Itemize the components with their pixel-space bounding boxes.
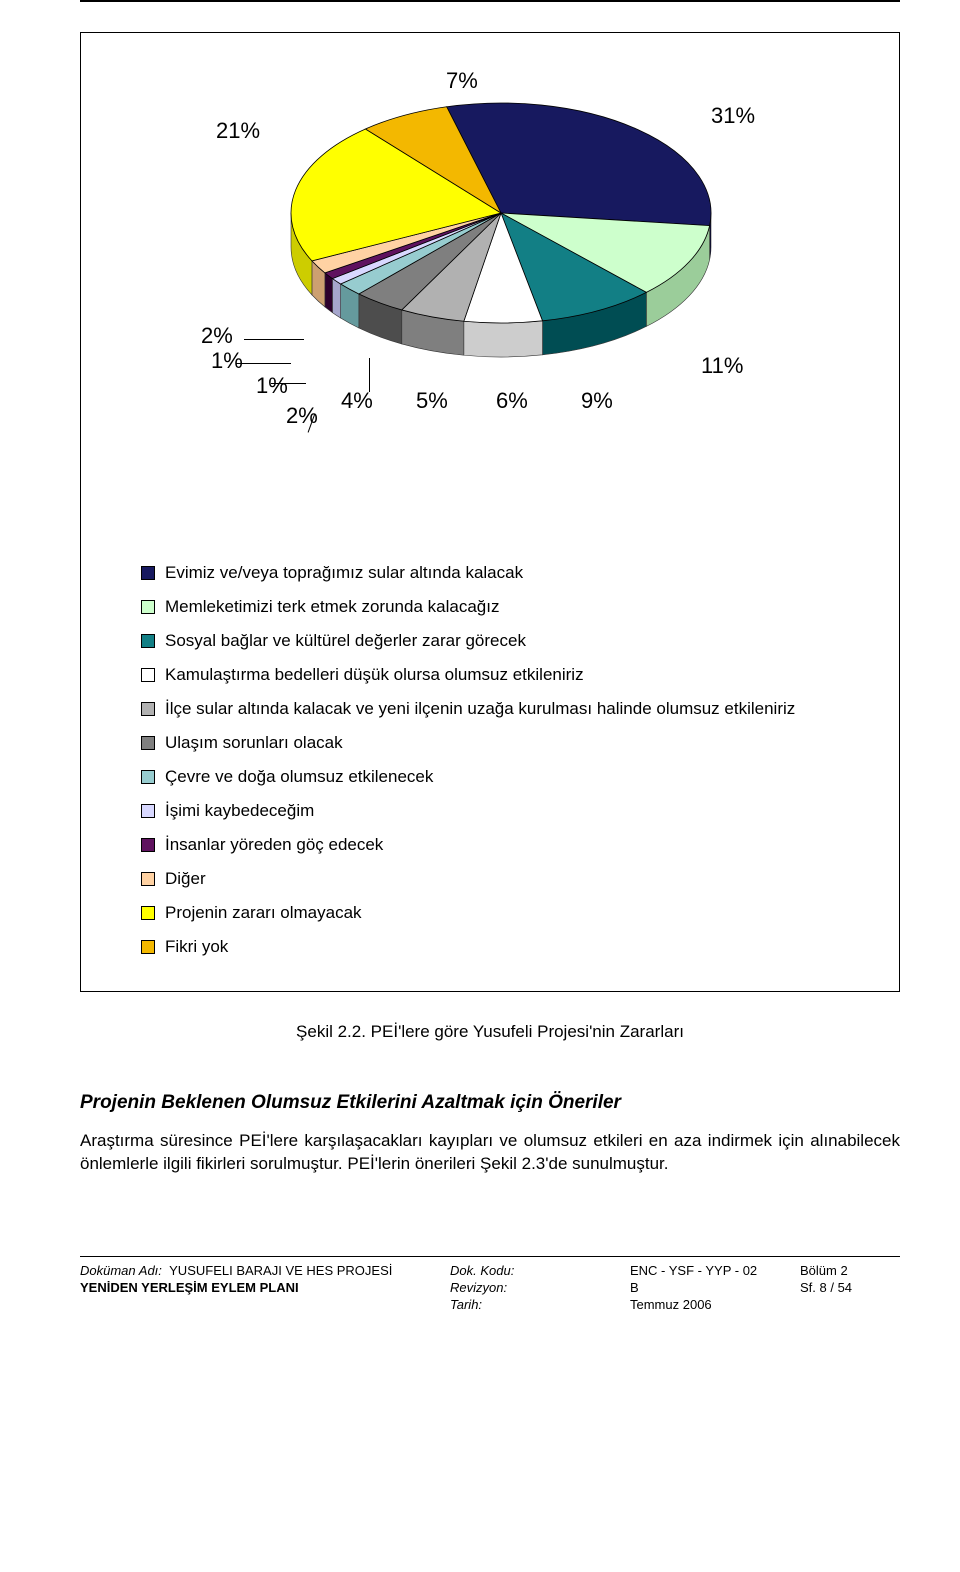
figure-caption: Şekil 2.2. PEİ'lere göre Yusufeli Projes… — [80, 1022, 900, 1042]
legend-label: Sosyal bağlar ve kültürel değerler zarar… — [165, 631, 526, 651]
legend-label: Evimiz ve/veya toprağımız sular altında … — [165, 563, 523, 583]
legend-item: Evimiz ve/veya toprağımız sular altında … — [141, 563, 869, 583]
footer-value: Temmuz 2006 — [630, 1297, 800, 1312]
slice-label: 1% — [256, 373, 288, 399]
legend-swatch — [141, 906, 155, 920]
legend-item: Diğer — [141, 869, 869, 889]
footer-label: Dok. Kodu: — [450, 1263, 514, 1278]
legend-label: İnsanlar yöreden göç edecek — [165, 835, 383, 855]
slice-label: 21% — [216, 118, 260, 144]
slice-label: 7% — [446, 68, 478, 94]
section-heading: Projenin Beklenen Olumsuz Etkilerini Aza… — [80, 1092, 900, 1114]
legend-swatch — [141, 804, 155, 818]
page-footer: Doküman Adı: YUSUFELI BARAJI VE HES PROJ… — [80, 1256, 900, 1312]
legend-item: İşimi kaybedeceğim — [141, 801, 869, 821]
brand-logo: ENCON — [830, 0, 900, 1]
slice-label: 6% — [496, 388, 528, 414]
footer-value: YUSUFELI BARAJI VE HES PROJESİ — [169, 1263, 392, 1278]
footer-value: Sf. 8 / 54 — [800, 1280, 900, 1295]
legend-swatch — [141, 634, 155, 648]
footer-value: YENİDEN YERLEŞİM EYLEM PLANI — [80, 1280, 450, 1295]
legend-swatch — [141, 872, 155, 886]
legend-label: Çevre ve doğa olumsuz etkilenecek — [165, 767, 433, 787]
slice-label: 1% — [211, 348, 243, 374]
legend-swatch — [141, 702, 155, 716]
figure-container: 31% 11% 9% 6% 5% 4% 2% 1% 1% 2% 21% 7% E… — [80, 32, 900, 992]
pie-chart: 31% 11% 9% 6% 5% 4% 2% 1% 1% 2% 21% 7% — [111, 63, 869, 523]
legend-item: İlçe sular altında kalacak ve yeni ilçen… — [141, 699, 869, 719]
slice-label: 5% — [416, 388, 448, 414]
footer-label: Revizyon: — [450, 1280, 507, 1295]
legend-swatch — [141, 600, 155, 614]
legend-label: Memleketimizi terk etmek zorunda kalacağ… — [165, 597, 499, 617]
legend-label: Projenin zararı olmayacak — [165, 903, 362, 923]
footer-label: Tarih: — [450, 1297, 482, 1312]
legend-label: İlçe sular altında kalacak ve yeni ilçen… — [165, 699, 795, 719]
legend-swatch — [141, 770, 155, 784]
legend-item: Ulaşım sorunları olacak — [141, 733, 869, 753]
legend-item: Kamulaştırma bedelleri düşük olursa olum… — [141, 665, 869, 685]
chart-legend: Evimiz ve/veya toprağımız sular altında … — [111, 563, 869, 957]
legend-label: Kamulaştırma bedelleri düşük olursa olum… — [165, 665, 584, 685]
footer-value: B — [630, 1280, 800, 1295]
slice-label: 2% — [201, 323, 233, 349]
legend-label: İşimi kaybedeceğim — [165, 801, 314, 821]
footer-value: Bölüm 2 — [800, 1263, 900, 1278]
slice-label: 31% — [711, 103, 755, 129]
legend-item: Çevre ve doğa olumsuz etkilenecek — [141, 767, 869, 787]
legend-label: Ulaşım sorunları olacak — [165, 733, 343, 753]
legend-swatch — [141, 736, 155, 750]
legend-label: Diğer — [165, 869, 206, 889]
slice-label: 11% — [701, 353, 743, 379]
legend-swatch — [141, 838, 155, 852]
legend-item: İnsanlar yöreden göç edecek — [141, 835, 869, 855]
legend-item: Fikri yok — [141, 937, 869, 957]
legend-item: Projenin zararı olmayacak — [141, 903, 869, 923]
footer-value: ENC - YSF - YYP - 02 — [630, 1263, 800, 1278]
legend-item: Memleketimizi terk etmek zorunda kalacağ… — [141, 597, 869, 617]
footer-label: Doküman Adı: — [80, 1263, 162, 1278]
slice-label: 9% — [581, 388, 613, 414]
body-paragraph: Araştırma süresince PEİ'lere karşılaşaca… — [80, 1130, 900, 1176]
legend-swatch — [141, 566, 155, 580]
legend-swatch — [141, 668, 155, 682]
legend-swatch — [141, 940, 155, 954]
legend-item: Sosyal bağlar ve kültürel değerler zarar… — [141, 631, 869, 651]
legend-label: Fikri yok — [165, 937, 228, 957]
